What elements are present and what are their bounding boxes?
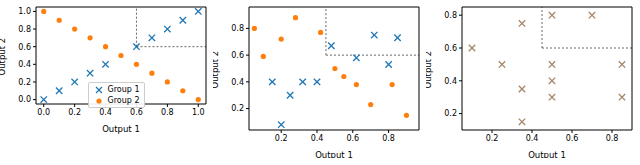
- svg-text:0.4: 0.4: [526, 134, 539, 143]
- svg-text:0.6: 0.6: [231, 51, 244, 60]
- svg-text:Output 2: Output 2: [213, 51, 220, 89]
- svg-text:Output 2: Output 2: [426, 51, 433, 89]
- svg-text:0.8: 0.8: [382, 134, 395, 143]
- svg-text:1.0: 1.0: [192, 108, 205, 117]
- svg-text:0.4: 0.4: [99, 108, 112, 117]
- svg-text:0.2: 0.2: [68, 108, 81, 117]
- html-text:Group 2: Group 2: [107, 96, 140, 105]
- svg-text:0.2: 0.2: [275, 134, 288, 143]
- svg-text:0.4: 0.4: [311, 134, 324, 143]
- svg-text:0.6: 0.6: [346, 134, 359, 143]
- svg-text:Output 1: Output 1: [528, 150, 566, 158]
- svg-text:0.6: 0.6: [18, 43, 31, 52]
- svg-text:Output 1: Output 1: [315, 150, 353, 158]
- svg-text:0.6: 0.6: [566, 134, 579, 143]
- svg-text:0.0: 0.0: [18, 95, 31, 104]
- html-text:Group 1: Group 1: [107, 85, 140, 94]
- svg-text:0.0: 0.0: [37, 108, 50, 117]
- svg-text:0.4: 0.4: [231, 78, 244, 87]
- svg-text:0.2: 0.2: [444, 109, 457, 118]
- svg-text:0.6: 0.6: [444, 44, 457, 53]
- svg-text:0.8: 0.8: [18, 25, 31, 34]
- svg-text:0.4: 0.4: [444, 77, 457, 86]
- svg-text:0.2: 0.2: [231, 104, 244, 113]
- svg-text:0.2: 0.2: [486, 134, 499, 143]
- svg-text:1.0: 1.0: [18, 7, 31, 16]
- svg-text:0.6: 0.6: [130, 108, 143, 117]
- svg-text:Output 1: Output 1: [102, 124, 140, 134]
- svg-text:0.2: 0.2: [18, 78, 31, 87]
- svg-text:0.8: 0.8: [161, 108, 174, 117]
- svg-text:0.8: 0.8: [444, 11, 457, 20]
- svg-text:0.4: 0.4: [18, 60, 31, 69]
- svg-text:0.8: 0.8: [231, 24, 244, 33]
- svg-text:0.8: 0.8: [606, 134, 619, 143]
